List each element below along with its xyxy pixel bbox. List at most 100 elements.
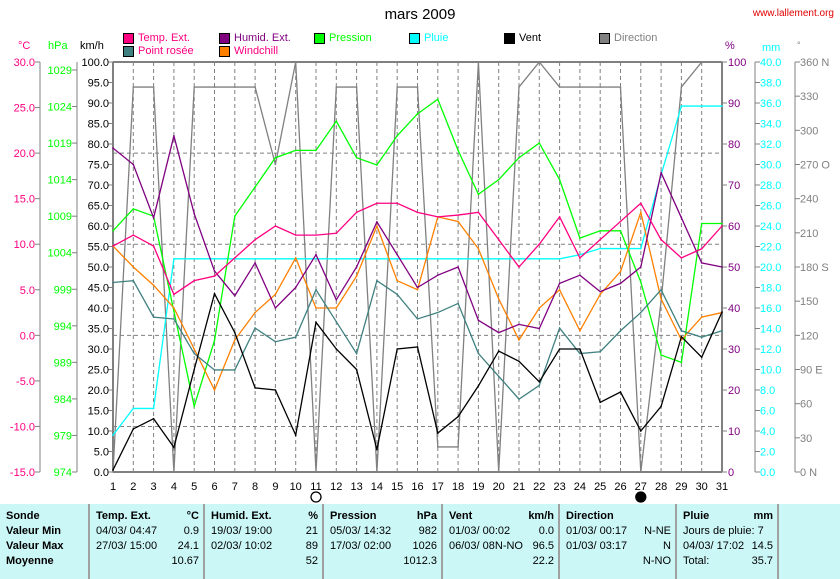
temp-avg: 10.67 [171,555,199,567]
data-point [416,318,419,320]
pressure-axis-tick-label: 1014 [48,175,72,187]
x-tick-label: 6 [211,481,217,493]
row-label-min: Valeur Min [6,525,62,537]
data-point [335,307,338,309]
data-point [254,327,256,329]
data-point [538,307,541,309]
data-point [721,329,723,332]
direction-axis-tick-label: 90 E [800,365,823,377]
humidity-axis-tick-label: 0 [728,467,734,479]
stats-col-labels: Sonde Valeur Min Valeur Max Moyenne [0,504,90,579]
legend-label: Vent [519,32,542,44]
data-point [396,253,399,256]
temp-axis-tick-label: 15.0 [14,194,35,206]
data-point [640,211,642,214]
data-point [680,217,683,219]
data-point [315,307,317,309]
data-point [193,348,195,350]
humid-max: 89 [305,540,318,552]
temp-unit: °C [186,510,199,522]
data-point [497,298,500,300]
data-point [376,448,378,451]
data-point [213,339,216,342]
data-point [335,320,338,323]
wind-axis-tick-label: 45.0 [88,283,109,295]
rain-title: Pluie [683,510,710,522]
data-point [112,147,114,149]
data-point [599,238,601,241]
rain-axis-tick-label: 4.0 [760,426,775,438]
data-point [477,258,480,260]
humidity-axis-unit: % [725,40,735,52]
data-point [640,471,642,473]
data-point [274,258,277,260]
data-point [721,222,723,225]
wind-axis-tick-label: 0.0 [94,467,109,479]
data-point [335,86,338,88]
x-tick-label: 2 [130,481,136,493]
data-point [315,321,317,324]
data-point [518,323,520,326]
legend-label: Temp. Ext. [138,32,190,44]
pressure-title: Pression [330,510,377,522]
data-point [640,311,642,314]
direction-axis-tick-label: 180 S [800,262,829,274]
data-point [416,346,419,348]
data-point [660,238,662,241]
data-point [152,316,155,318]
data-point [619,282,622,285]
dir-min-date: 01/03/ 00:17 [566,525,628,537]
pressure-axis-tick-label: 1029 [48,65,72,77]
dir-title: Direction [566,510,614,522]
data-point [132,234,135,236]
data-point [457,220,459,223]
data-point [619,247,622,250]
data-point [396,202,399,205]
site-link[interactable]: www.lallement.org [752,8,834,19]
data-point [396,258,399,260]
humid-title: Humid. Ext. [211,510,272,522]
data-point [579,348,581,350]
dir-max-date: 01/03/ 03:17 [566,540,628,552]
legend-label: Windchill [234,45,279,57]
data-point [721,105,723,107]
legend-pression: Pression [314,32,372,44]
pluie-swatch-icon [409,32,420,44]
data-point [294,257,297,259]
data-point [477,247,480,250]
rain-axis-tick-label: 2.0 [760,447,775,459]
data-point [640,281,642,283]
data-point [173,310,175,313]
humidity-axis-tick-label: 20 [728,385,740,397]
data-point [497,178,500,181]
rain-axis-tick-label: 12.0 [760,344,781,356]
data-point [416,86,419,88]
x-tick-label: 22 [533,481,545,493]
direction-axis-unit: ° [797,40,801,50]
x-tick-label: 7 [232,481,238,493]
data-point [396,279,399,282]
pressure-avg: 1012.3 [403,555,437,567]
data-point [376,164,378,166]
data-point [112,230,114,232]
rain-axis-tick-label: 22.0 [760,242,781,254]
data-point [558,288,561,291]
data-point [173,135,175,137]
data-point [376,202,378,205]
data-point [376,225,378,227]
data-point [518,266,520,268]
data-point [234,369,236,371]
x-tick-label: 31 [716,481,728,493]
wind-max-date: 06/03/ 08N-NO [449,540,523,552]
data-point [680,329,683,332]
data-point [193,279,195,282]
data-point [437,432,439,434]
data-point [376,471,378,473]
data-point [315,149,317,152]
data-point [152,284,155,287]
data-point [294,434,297,436]
data-point [437,311,439,314]
temp-axis-tick-label: 10.0 [14,239,35,251]
wind-axis-tick-label: 15.0 [88,406,109,418]
data-point [538,142,541,144]
